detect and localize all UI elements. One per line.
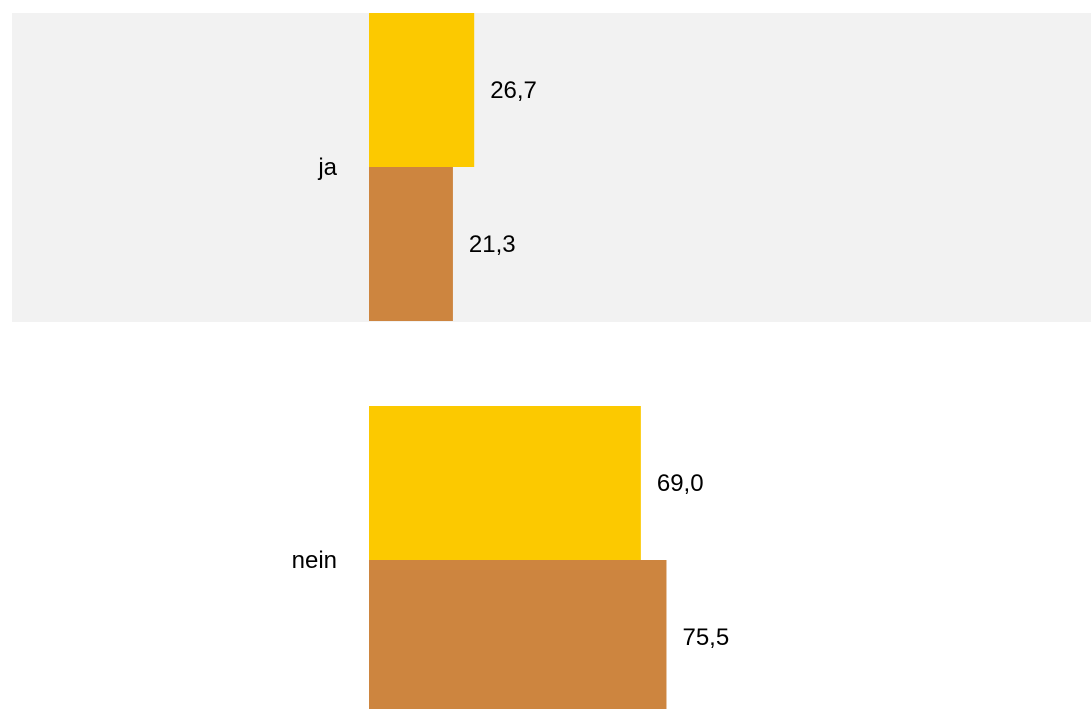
bar <box>369 13 475 167</box>
category-label: ja <box>317 154 337 181</box>
data-label: 69,0 <box>657 470 704 497</box>
data-label: 26,7 <box>490 77 537 104</box>
category-band <box>12 13 1091 322</box>
bar <box>369 167 453 321</box>
bar <box>369 560 667 709</box>
data-label: 21,3 <box>469 231 516 258</box>
data-label: 75,5 <box>682 624 729 651</box>
category-label: nein <box>292 547 337 574</box>
bar <box>369 406 641 560</box>
